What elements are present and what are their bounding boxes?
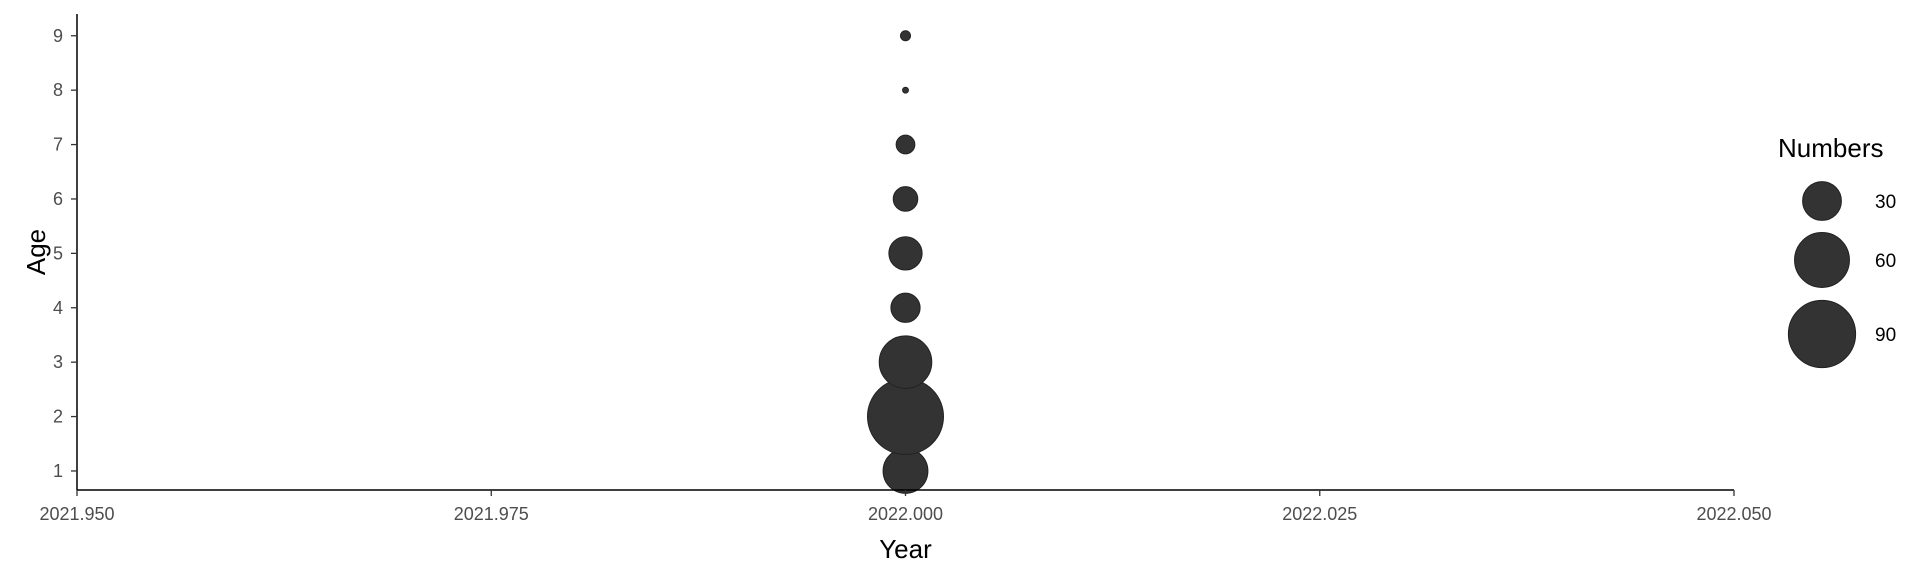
y-tick-label: 7 bbox=[53, 135, 63, 155]
legend-title: Numbers bbox=[1778, 133, 1883, 163]
y-tick-label: 2 bbox=[53, 407, 63, 427]
legend-key bbox=[1794, 232, 1850, 288]
data-point bbox=[867, 378, 944, 456]
legend-label: 30 bbox=[1875, 192, 1896, 213]
x-tick-label: 2021.950 bbox=[39, 504, 114, 524]
legend-label: 90 bbox=[1875, 325, 1896, 346]
x-tick-label: 2022.050 bbox=[1696, 504, 1771, 524]
data-point bbox=[878, 335, 933, 389]
data-point bbox=[899, 30, 912, 42]
x-tick-label: 2021.975 bbox=[454, 504, 529, 524]
y-tick-label: 6 bbox=[53, 189, 63, 209]
y-axis-title: Age bbox=[21, 229, 51, 275]
y-tick-label: 1 bbox=[53, 461, 63, 481]
data-point bbox=[888, 236, 923, 271]
y-tick-label: 5 bbox=[53, 243, 63, 263]
legend: Numbers 30 60 90 bbox=[1778, 133, 1896, 369]
legend-key bbox=[1802, 181, 1842, 221]
data-point bbox=[892, 186, 919, 212]
x-axis: 2021.950 2021.975 2022.000 2022.025 2022.050 bbox=[39, 489, 1772, 524]
data-point bbox=[895, 134, 916, 155]
data-point bbox=[890, 292, 921, 323]
y-tick-label: 4 bbox=[53, 298, 63, 318]
y-axis: 1 2 3 4 5 6 7 8 9 bbox=[53, 14, 78, 490]
x-tick-label: 2022.025 bbox=[1282, 504, 1357, 524]
legend-label: 60 bbox=[1875, 251, 1896, 272]
x-tick-label: 2022.000 bbox=[868, 504, 943, 524]
plot-area bbox=[867, 30, 944, 494]
data-point bbox=[902, 86, 909, 94]
x-axis-title: Year bbox=[879, 534, 932, 564]
y-tick-label: 8 bbox=[53, 80, 63, 100]
data-point bbox=[882, 448, 929, 494]
y-tick-label: 9 bbox=[53, 26, 63, 46]
legend-key bbox=[1787, 299, 1857, 369]
y-tick-label: 3 bbox=[53, 352, 63, 372]
